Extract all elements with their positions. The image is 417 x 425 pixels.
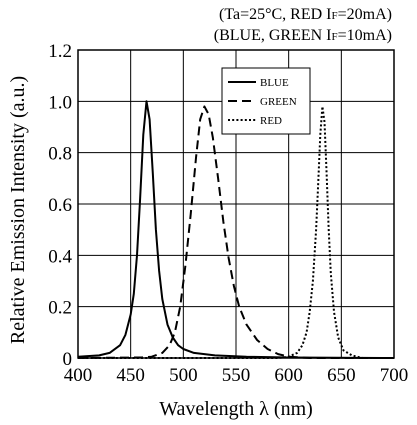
y-tick-label: 0.6 — [48, 195, 72, 216]
curves — [77, 100, 395, 359]
y-tick-label: 0.2 — [48, 298, 72, 319]
series-green-line — [77, 105, 394, 359]
x-tick-label: 400 — [64, 365, 93, 386]
measurement-conditions: (Ta=25°C, RED IF=20mA) (BLUE, GREEN IF=10… — [214, 6, 392, 44]
y-tick-label: 1.2 — [48, 41, 72, 62]
legend-label-blue: BLUE — [260, 77, 289, 89]
x-tick-label: 650 — [327, 365, 356, 386]
y-tick-label: 1.0 — [48, 92, 72, 113]
x-tick-label: 450 — [116, 365, 145, 386]
legend-label-green: GREEN — [260, 96, 297, 108]
y-tick-label: 0 — [63, 349, 73, 370]
x-tick-label: 550 — [222, 365, 251, 386]
legend-label-red: RED — [260, 115, 282, 127]
y-tick-label: 0.8 — [48, 144, 72, 165]
y-tick-label: 0.4 — [48, 246, 72, 267]
x-tick-labels: 400 450 500 550 600 650 700 — [64, 365, 409, 386]
y-axis-label: Relative Emission Intensity (a.u.) — [7, 76, 29, 344]
x-tick-label: 500 — [169, 365, 198, 386]
plot-frame — [77, 49, 395, 359]
y-tick-labels: 0 0.2 0.4 0.6 0.8 1.0 1.2 — [48, 41, 72, 370]
series-blue-line — [77, 100, 395, 359]
legend: BLUE GREEN RED — [221, 67, 311, 135]
series-red-line — [78, 105, 394, 359]
condition-line-2: (BLUE, GREEN IF=10mA) — [214, 27, 392, 44]
x-tick-label: 700 — [380, 365, 409, 386]
x-axis-label: Wavelength λ (nm) — [159, 398, 313, 420]
x-tick-label: 600 — [274, 365, 303, 386]
condition-line-1: (Ta=25°C, RED IF=20mA) — [219, 6, 392, 23]
